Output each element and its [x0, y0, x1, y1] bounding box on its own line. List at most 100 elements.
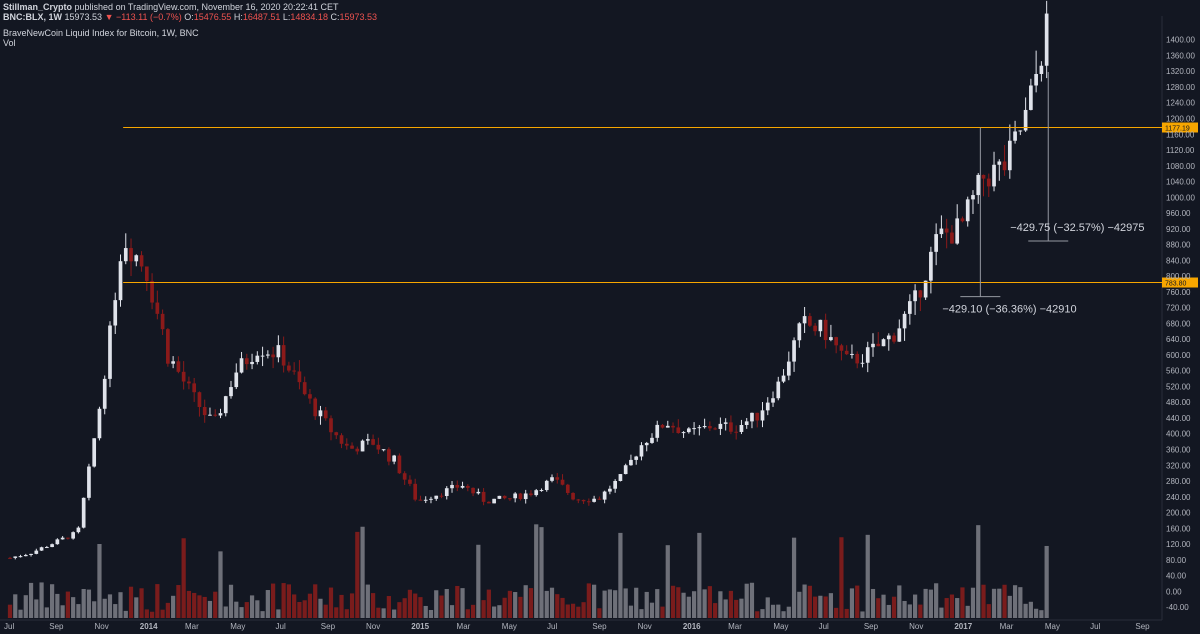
volume-bar [691, 591, 697, 618]
price-tick-label: 1040.00 [1166, 178, 1195, 187]
candle-body [344, 443, 349, 446]
publisher-name[interactable]: Stillman_Crypto [3, 2, 73, 12]
candle-body [834, 337, 839, 346]
level-price-tag [1162, 277, 1198, 288]
candle-body [18, 556, 23, 558]
volume-bar [81, 589, 86, 618]
time-tick-label: May [1045, 622, 1060, 631]
candle-body [744, 421, 749, 426]
candle-body [613, 480, 617, 489]
volume-bar [939, 607, 944, 618]
volume-bar [755, 611, 760, 618]
candle-body [313, 398, 318, 417]
volume-bar [34, 599, 39, 618]
volume-bars [7, 524, 1049, 618]
candle-body [581, 499, 586, 502]
price-axis[interactable]: -40.00 0.00 40.00 80.00 120.00 160.00 200.00 24… [1166, 36, 1195, 612]
candle-body [492, 498, 496, 504]
down-arrow-icon: ▼ [104, 12, 114, 22]
candle-body [50, 544, 54, 548]
time-tick-label: Jul [819, 622, 829, 631]
candle-body [113, 300, 118, 326]
volume-bar [576, 606, 581, 618]
time-tick-label: Nov [366, 622, 380, 631]
volume-bar [581, 602, 586, 618]
price-tick-label: 800.00 [1166, 272, 1191, 281]
volume-bar [570, 603, 576, 618]
time-axis[interactable]: Jul Sep Nov 2014 Mar May Jul Sep Nov 2015 Mar May Ju… [4, 622, 1150, 631]
volume-bar [613, 590, 618, 618]
candle-body [23, 554, 28, 557]
volume-bar [718, 591, 723, 618]
volume-bar [734, 599, 739, 618]
volume-bar [434, 590, 439, 618]
candle-body [713, 428, 717, 430]
candle-body [944, 228, 949, 233]
candle-body [44, 547, 49, 549]
volume-bar [118, 592, 123, 618]
volume-bar [376, 607, 381, 618]
symbol-label[interactable]: BNC:BLX, 1W [3, 12, 62, 22]
volume-bar [223, 606, 228, 618]
high-label: H: [233, 12, 243, 22]
price-tick-label: 880.00 [1166, 241, 1191, 250]
price-tick-label: 480.00 [1166, 398, 1191, 407]
volume-bar [249, 595, 255, 618]
candle-body [129, 248, 133, 262]
candle-body [144, 266, 149, 281]
candle-body [392, 455, 396, 462]
candle-body [792, 340, 796, 362]
volume-bar [891, 596, 897, 618]
volume-bar [955, 598, 960, 618]
volume-bar [670, 585, 676, 618]
close-value: 15973.53 [339, 12, 378, 22]
level-lines[interactable]: 1177.19 783.80 [123, 122, 1198, 288]
volume-bar [844, 608, 849, 618]
candle-body [708, 426, 712, 429]
candle-body [471, 487, 475, 494]
candle-body [497, 495, 502, 499]
volume-bar [202, 596, 207, 618]
candle-body [555, 477, 560, 480]
volume-bar [686, 596, 691, 618]
volume-bar [497, 605, 502, 618]
candle-body [1029, 85, 1033, 110]
volume-bar [907, 604, 912, 618]
price-tick-label: 760.00 [1166, 288, 1191, 297]
time-tick-label: Jul [1090, 622, 1100, 631]
time-tick-label: Sep [49, 622, 64, 631]
candle-body [565, 484, 570, 493]
price-change: −113.11 (−0.7%) [116, 12, 182, 22]
candle-body [697, 427, 702, 429]
volume-bar [244, 602, 249, 618]
high-value: 16487.51 [242, 12, 281, 22]
volume-bar [813, 596, 818, 618]
volume-bar [49, 584, 55, 618]
candle-body [702, 426, 707, 428]
volume-bar [239, 607, 244, 618]
candle-body [818, 319, 823, 332]
volume-bar [523, 585, 528, 618]
volume-bar [618, 532, 623, 618]
volume-bar [281, 583, 286, 618]
volume-bar [528, 588, 534, 618]
candle-body [655, 424, 660, 438]
volume-bar [776, 604, 781, 618]
candle-body [676, 427, 681, 434]
candle-body [250, 361, 254, 365]
volume-bar [128, 586, 134, 618]
measure-annotations[interactable]: −429.10 (−36.36%) −42910 −429.75 (−32.57%… [942, 72, 1145, 316]
candle-body [808, 316, 812, 326]
candle-body [981, 174, 986, 179]
candle-body [529, 493, 533, 496]
candle-body [571, 492, 575, 500]
candle-body [397, 455, 402, 474]
volume-bar [92, 601, 97, 618]
candle-body [223, 396, 228, 414]
candle-body [939, 228, 944, 235]
volume-bar [823, 596, 828, 618]
time-tick-label: Sep [321, 622, 336, 631]
volume-bar [349, 593, 355, 618]
price-tick-label: 1000.00 [1166, 193, 1195, 202]
